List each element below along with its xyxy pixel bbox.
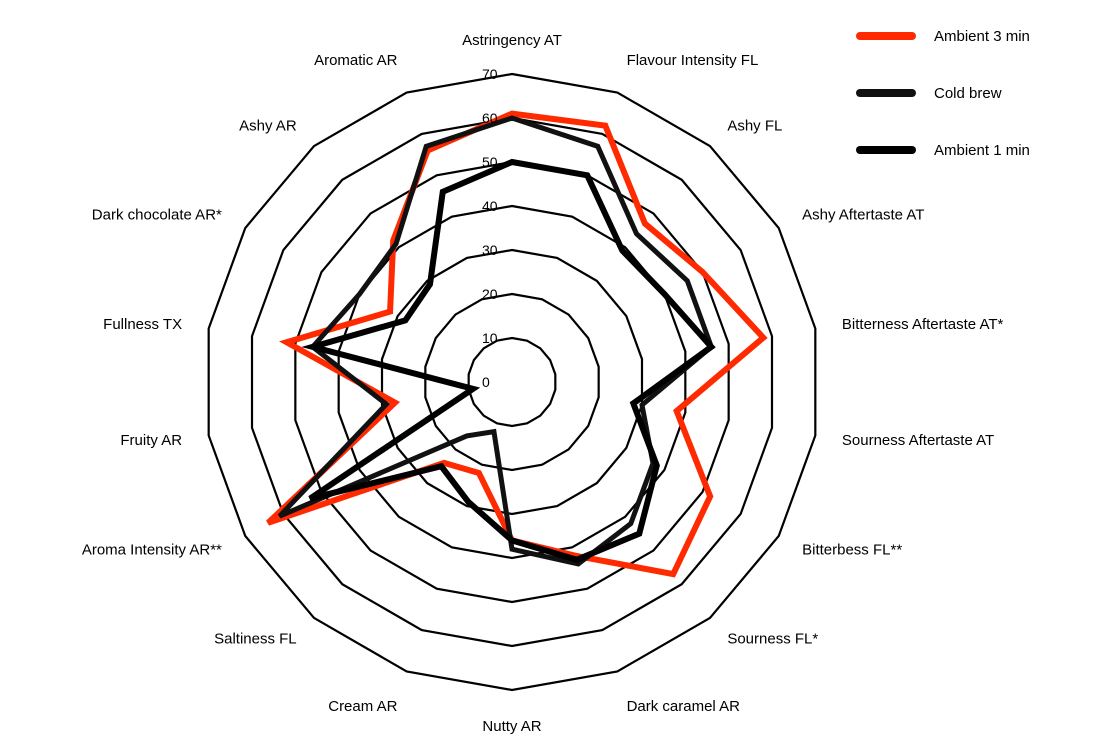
axis-label: Fullness TX xyxy=(103,316,182,333)
tick-label: 50 xyxy=(482,154,498,170)
axis-label: Ashy FL xyxy=(727,117,782,134)
axis-label: Ashy AR xyxy=(239,117,297,134)
axis-label: Ashy Aftertaste AT xyxy=(802,207,924,224)
tick-label: 20 xyxy=(482,286,498,302)
tick-label: 70 xyxy=(482,66,498,82)
radial-tick-labels: 0 10 20 30 40 50 60 70 xyxy=(482,66,498,390)
axis-label: Bitterness Aftertaste AT* xyxy=(842,316,1004,333)
tick-label: 10 xyxy=(482,330,498,346)
series-line-ambient-1-min xyxy=(301,158,716,563)
axis-label: Bitterbess FL** xyxy=(802,542,902,559)
axis-label: Saltiness FL xyxy=(214,631,297,648)
axis-label: Cream AR xyxy=(328,698,397,715)
tick-label: 40 xyxy=(482,198,498,214)
axis-label: Nutty AR xyxy=(482,718,541,735)
grid-ring-10 xyxy=(467,336,557,428)
series-layer xyxy=(266,110,768,578)
tick-label: 60 xyxy=(482,110,498,126)
axis-label: Dark chocolate AR* xyxy=(92,207,222,224)
axis-label: Astringency AT xyxy=(462,32,562,49)
radar-grid xyxy=(207,72,817,692)
series-line-cold-brew xyxy=(277,115,715,567)
grid-ring-60 xyxy=(250,116,774,648)
axis-label: Fruity AR xyxy=(120,432,182,449)
axis-label: Flavour Intensity FL xyxy=(627,52,759,69)
legend: Ambient 3 min Cold brew Ambient 1 min xyxy=(856,28,1030,159)
axis-labels: Astringency AT Flavour Intensity FL Ashy F… xyxy=(82,32,1004,735)
legend-label: Cold brew xyxy=(934,85,1002,102)
legend-label: Ambient 3 min xyxy=(934,28,1030,45)
tick-label: 30 xyxy=(482,242,498,258)
grid-ring-20 xyxy=(424,292,600,472)
axis-label: Sourness FL* xyxy=(727,631,818,648)
axis-label: Aroma Intensity AR** xyxy=(82,542,222,559)
grid-ring-30 xyxy=(380,248,644,516)
axis-label: Aromatic AR xyxy=(314,52,398,69)
axis-label: Dark caramel AR xyxy=(627,698,741,715)
legend-label: Ambient 1 min xyxy=(934,142,1030,159)
tick-label: 0 xyxy=(482,374,490,390)
grid-ring-70 xyxy=(207,72,817,692)
axis-label: Sourness Aftertaste AT xyxy=(842,432,994,449)
